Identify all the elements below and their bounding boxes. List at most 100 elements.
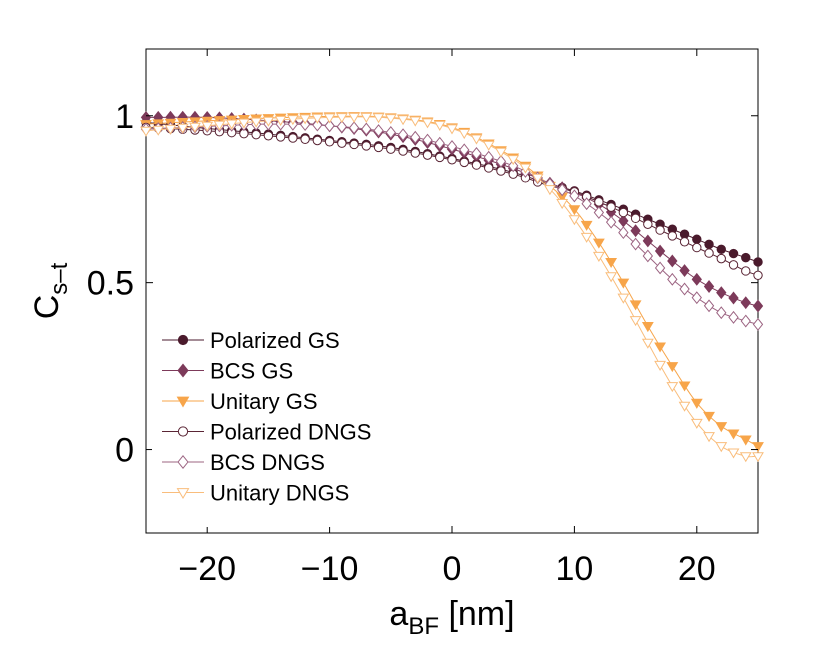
- data-point: [678, 381, 691, 392]
- y-tick-label: 0.5: [87, 265, 134, 303]
- data-point: [471, 160, 482, 170]
- data-point: [703, 432, 715, 443]
- data-point: [361, 141, 372, 151]
- data-point: [507, 155, 520, 166]
- legend-label: BCS DNGS: [210, 450, 325, 475]
- data-point: [692, 242, 702, 253]
- data-point: [654, 261, 666, 275]
- data-point: [629, 316, 642, 327]
- x-axis-title-main: a: [389, 595, 408, 633]
- data-point: [618, 207, 629, 218]
- data-point: [716, 253, 726, 264]
- x-tick-label: 0: [443, 550, 462, 588]
- data-point: [300, 134, 310, 144]
- data-point: [348, 121, 360, 135]
- data-point: [606, 202, 616, 212]
- data-point: [335, 113, 348, 124]
- x-tick-label: −10: [301, 550, 359, 588]
- data-point: [728, 310, 739, 324]
- data-point: [568, 205, 581, 216]
- data-point: [679, 237, 690, 247]
- data-point: [581, 197, 592, 211]
- data-point: [592, 238, 605, 249]
- data-point: [716, 286, 727, 300]
- data-point: [741, 266, 751, 276]
- data-point: [348, 112, 360, 123]
- legend-entry-bcs-dngs: BCS DNGS: [162, 450, 325, 475]
- data-point: [642, 249, 654, 263]
- data-point: [336, 120, 348, 134]
- legend-marker: [177, 363, 189, 378]
- data-point: [618, 226, 629, 240]
- data-point: [741, 252, 751, 263]
- y-axis-title-main: C: [28, 295, 66, 320]
- data-point: [263, 131, 274, 141]
- legend-marker: [177, 334, 189, 346]
- data-point: [447, 155, 457, 165]
- legend-label: Polarized GS: [210, 328, 340, 353]
- data-point: [605, 257, 618, 269]
- data-point: [433, 120, 446, 131]
- data-point: [630, 213, 641, 224]
- data-point: [421, 118, 434, 129]
- data-point: [605, 272, 618, 283]
- data-point: [385, 125, 396, 139]
- data-point: [679, 282, 690, 296]
- data-point: [251, 129, 261, 140]
- data-point: [727, 448, 740, 459]
- data-point: [274, 115, 287, 126]
- series-layer: [140, 110, 764, 463]
- data-point: [496, 166, 506, 176]
- data-point: [372, 113, 385, 124]
- y-axis-title: Cs–t: [28, 262, 73, 319]
- data-point: [641, 322, 654, 333]
- data-point: [386, 144, 396, 154]
- legend-entry-bcs-gs: BCS GS: [162, 359, 293, 384]
- legend-entry-unitary-gs: Unitary GS: [162, 389, 318, 414]
- data-point: [580, 232, 593, 243]
- data-point: [360, 112, 373, 123]
- data-point: [250, 117, 263, 128]
- data-point: [312, 118, 323, 132]
- legend-entry-unitary-dngs: Unitary DNGS: [162, 481, 349, 506]
- data-point: [323, 113, 336, 124]
- data-point: [508, 159, 519, 173]
- data-point: [324, 137, 335, 147]
- x-tick-label: 10: [555, 550, 593, 588]
- data-point: [654, 360, 666, 371]
- y-axis-title-sub: s–t: [46, 262, 73, 294]
- legend-marker: [177, 426, 189, 437]
- legend: Polarized GS BCS GS Unitary GS Polarized DN…: [152, 322, 386, 527]
- data-point: [519, 163, 532, 174]
- data-point: [643, 219, 653, 229]
- data-point: [544, 185, 556, 196]
- data-point: [459, 143, 470, 157]
- data-point: [594, 197, 604, 207]
- data-point: [752, 299, 764, 313]
- data-point: [753, 257, 763, 267]
- data-point: [728, 291, 739, 305]
- legend-label: Unitary DNGS: [210, 481, 349, 506]
- data-point: [704, 239, 714, 250]
- data-point: [641, 338, 654, 349]
- axis-layer: −20 −10 0 10 20 0 0.5 1: [87, 49, 758, 588]
- data-point: [384, 114, 397, 125]
- data-point: [715, 442, 728, 453]
- data-point: [617, 278, 630, 289]
- data-point: [740, 296, 751, 310]
- legend-entry-polarized-dngs: Polarized DNGS: [162, 420, 371, 445]
- data-point: [727, 429, 740, 440]
- data-point: [458, 129, 471, 140]
- legend-marker: [176, 396, 190, 408]
- data-point: [288, 133, 298, 143]
- legend-label: Polarized DNGS: [210, 420, 371, 445]
- data-point: [140, 126, 152, 137]
- x-axis-title-sub: BF: [408, 613, 439, 640]
- data-point: [630, 224, 641, 238]
- legend-label: Unitary GS: [210, 389, 318, 414]
- data-point: [189, 122, 201, 133]
- data-point: [312, 135, 323, 146]
- data-point: [225, 119, 238, 130]
- data-point: [435, 152, 445, 163]
